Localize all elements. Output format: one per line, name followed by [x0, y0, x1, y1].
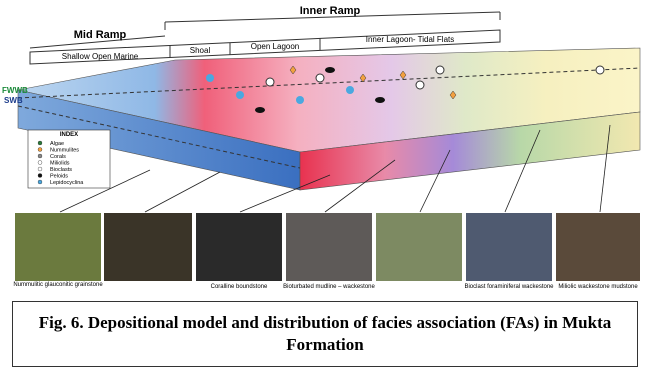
- subzone-label: Inner Lagoon- Tidal Flats: [366, 35, 455, 44]
- photo: [466, 213, 552, 281]
- photo: [556, 213, 640, 281]
- legend-label: Peloids: [50, 174, 68, 180]
- legend-symbol: [38, 167, 42, 171]
- legend-symbol: [38, 148, 42, 152]
- zone-label: Mid Ramp: [74, 29, 127, 41]
- photo: [104, 213, 192, 281]
- legend-symbol: [38, 180, 42, 184]
- legend-symbol: [38, 174, 42, 178]
- legend-label: Corals: [50, 154, 66, 160]
- legend-label: Lepidocyclina: [50, 180, 84, 186]
- subzone-label: Open Lagoon: [251, 42, 300, 51]
- photo-caption: Bioclast foraminiferal wackestone: [464, 284, 554, 290]
- zone-label: Inner Ramp: [300, 5, 361, 17]
- photo-caption: Miliolic wackestone mudstone: [558, 284, 638, 290]
- photo-caption: Coralline boundstone: [211, 284, 268, 290]
- subzone-label: Shallow Open Marine: [62, 52, 139, 61]
- legend-symbol: [38, 154, 42, 158]
- subzone-label: Shoal: [190, 46, 211, 55]
- photo: [15, 213, 101, 281]
- level-label: SWB: [4, 96, 23, 105]
- figure: Inner Ramp Mid Ramp Shallow Open Marine …: [0, 0, 652, 373]
- photo-caption: Nummulitic glauconitic grainstone: [13, 282, 103, 288]
- block-diagram: Inner Ramp Mid Ramp Shallow Open Marine …: [0, 0, 652, 300]
- legend-label: Miliolids: [50, 161, 70, 167]
- legend-symbol: [38, 161, 42, 165]
- legend-title: INDEX: [60, 132, 78, 138]
- photo: [376, 213, 462, 281]
- photo: [286, 213, 372, 281]
- legend-label: Algae: [50, 141, 64, 147]
- legend-label: Nummulites: [50, 148, 79, 154]
- photo-caption: Bioturbated mudline – wackestone: [283, 284, 375, 290]
- figure-caption: Fig. 6. Depositional model and distribut…: [12, 301, 638, 367]
- legend-label: Bioclasts: [50, 167, 72, 173]
- level-label: FWWB: [2, 86, 28, 95]
- photo: [196, 213, 282, 281]
- legend-symbol: [38, 141, 42, 145]
